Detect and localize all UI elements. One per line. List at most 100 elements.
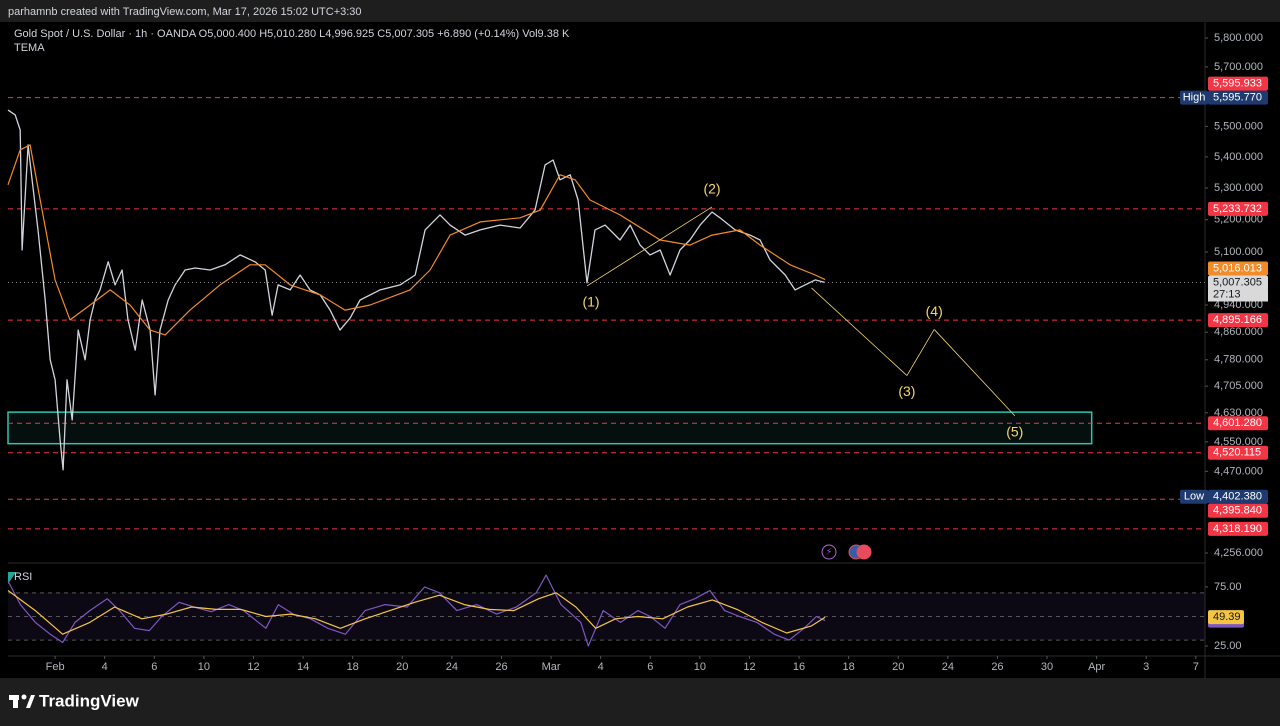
ohlc-key: C <box>377 28 385 40</box>
event-icon <box>821 544 837 560</box>
x-tick-label: 18 <box>347 661 359 673</box>
brand: TradingView <box>39 691 140 710</box>
level-label-bg <box>1208 313 1268 328</box>
x-tick-label: 18 <box>843 661 855 673</box>
level-label-bg <box>1208 445 1268 460</box>
y-tick-label: 5,500.000 <box>1214 120 1263 132</box>
logo-shape <box>21 694 27 700</box>
price-label: 5,016.013 <box>1213 262 1262 274</box>
x-tick-label: Mar <box>542 661 561 673</box>
y-tick-label: 75.00 <box>1214 581 1242 593</box>
x-tick-label: 16 <box>793 661 805 673</box>
series-line <box>7 109 826 471</box>
wave-label: (1) <box>582 294 599 310</box>
wave-line <box>906 329 935 376</box>
y-tick-label: 5,700.000 <box>1214 61 1263 73</box>
legend-title: Gold Spot / U.S. Dollar · 1h · OANDA <box>14 28 197 40</box>
x-tick-label: Feb <box>46 661 65 673</box>
level-label-bg <box>1208 521 1268 536</box>
price-tag: Low <box>1184 491 1204 503</box>
ohlc-key: O <box>199 28 208 40</box>
rsi-value-label: 49.39 <box>1213 611 1241 623</box>
y-tick-label: 5,800.000 <box>1214 32 1263 44</box>
rsi-band <box>8 592 1205 641</box>
logo <box>9 694 35 708</box>
y-tick-label: 5,400.000 <box>1214 151 1263 163</box>
x-tick-label: Apr <box>1088 661 1105 673</box>
rsi-title: RSI <box>14 571 32 583</box>
x-tick-label: 3 <box>1143 661 1149 673</box>
level-label-bg <box>1208 76 1268 91</box>
series-line <box>7 574 826 647</box>
zone <box>7 411 1093 445</box>
y-tick-label: 4,860.000 <box>1214 326 1263 338</box>
wave-line <box>933 329 1016 416</box>
level-label: 4,520.115 <box>1213 447 1261 459</box>
header-bar <box>0 0 1280 22</box>
level-label-bg <box>1208 201 1268 216</box>
x-tick-label: 12 <box>743 661 755 673</box>
level-label: 5,595.933 <box>1213 78 1262 90</box>
x-tick-label: 7 <box>1193 661 1199 673</box>
y-tick-label: 4,940.000 <box>1214 299 1263 311</box>
wave-label: (4) <box>926 303 943 319</box>
ohlc-value: 5,010.280 <box>267 28 316 40</box>
x-tick-label: 4 <box>598 661 604 673</box>
ohlc-key: H <box>259 28 267 40</box>
price-label-bg <box>1208 261 1268 276</box>
event-icon <box>856 544 872 560</box>
series-line <box>7 144 826 336</box>
x-tick-label: 10 <box>694 661 706 673</box>
y-tick-label: 4,705.000 <box>1214 380 1263 392</box>
volume-value: 9.38 K <box>538 28 570 40</box>
level-label: 4,395.840 <box>1213 505 1262 517</box>
countdown: 27:13 <box>1213 288 1241 300</box>
level-label: 4,601.280 <box>1213 417 1262 429</box>
wave-line <box>586 206 713 287</box>
price-label: 4,402.380 <box>1213 491 1262 503</box>
ohlc-key: L <box>319 28 325 40</box>
ohlc-value: 5,007.305 <box>385 28 434 40</box>
y-tick-label: 4,470.000 <box>1214 465 1263 477</box>
logo-shape <box>26 695 35 708</box>
level-label: 4,895.166 <box>1213 314 1262 326</box>
x-tick-label: 20 <box>892 661 904 673</box>
price-label-bg <box>1208 275 1268 290</box>
volume-key: Vol <box>522 28 537 40</box>
y-tick-label: 5,100.000 <box>1214 246 1263 258</box>
level-label: 4,318.190 <box>1213 523 1262 535</box>
ohlc-value: 5,000.400 <box>207 28 256 40</box>
price-tag-bg <box>1180 489 1208 504</box>
legend: Gold Spot / U.S. Dollar · 1h · OANDA O5,… <box>14 28 570 40</box>
pane-marker <box>8 572 16 584</box>
x-tick-label: 12 <box>247 661 259 673</box>
x-tick-label: 26 <box>991 661 1003 673</box>
wave-label: (3) <box>898 383 915 399</box>
series-line <box>7 590 826 635</box>
countdown-bg <box>1208 288 1268 302</box>
wave-label: (5) <box>1006 423 1023 439</box>
level-label-bg <box>1208 416 1268 431</box>
x-tick-label: 6 <box>151 661 157 673</box>
x-tick-label: 26 <box>495 661 507 673</box>
level-label-bg <box>1208 503 1268 518</box>
y-tick-label: 4,630.000 <box>1214 407 1263 419</box>
x-tick-label: 24 <box>446 661 458 673</box>
x-tick-label: 30 <box>1041 661 1053 673</box>
change: +6.890 (+0.14%) <box>437 28 519 40</box>
price-label-bg <box>1208 90 1268 105</box>
x-tick-label: 10 <box>198 661 210 673</box>
logo-shape <box>13 695 18 708</box>
x-tick-label: 4 <box>102 661 108 673</box>
y-tick-label: 5,200.000 <box>1214 214 1263 226</box>
wave-label: (2) <box>703 181 720 197</box>
rsi-value-bg <box>1208 610 1244 625</box>
y-tick-label: 25.00 <box>1214 640 1242 652</box>
x-tick-label: 14 <box>297 661 309 673</box>
y-tick-label: 4,550.000 <box>1214 436 1263 448</box>
wave-line <box>811 287 908 376</box>
x-tick-label: 20 <box>396 661 408 673</box>
plot-bg <box>0 22 1205 678</box>
legend-indicator: TEMA <box>14 42 45 54</box>
